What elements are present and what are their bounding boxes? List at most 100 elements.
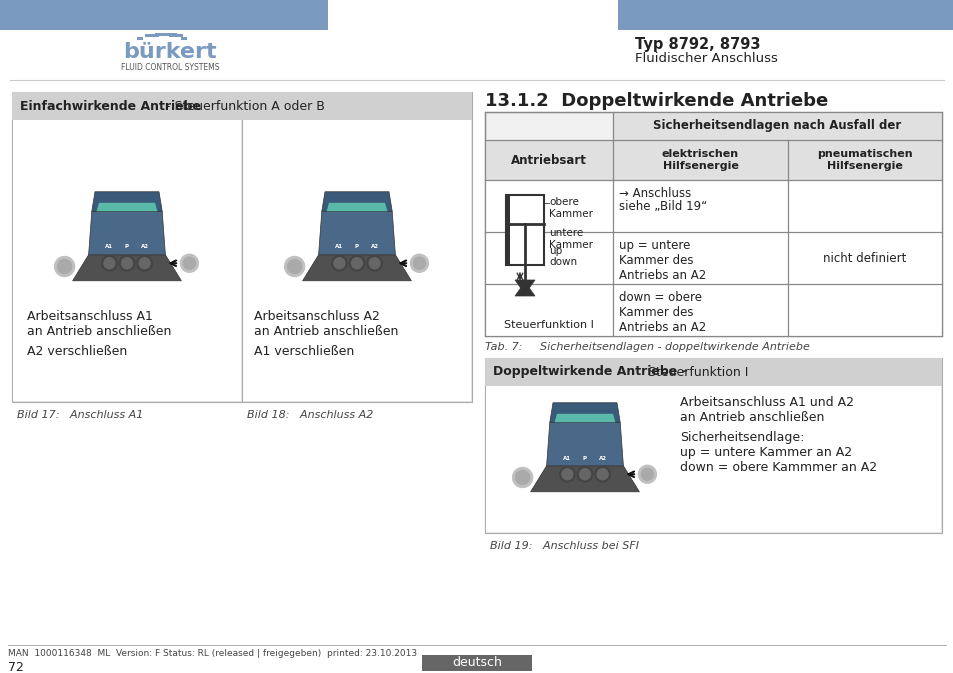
Text: nicht definiert: nicht definiert [822,252,905,264]
Bar [484,140,941,180]
Text: Sicherheitsendlage:: Sicherheitsendlage: [679,431,803,444]
Text: an Antrieb anschließen: an Antrieb anschließen [253,325,398,338]
Polygon shape [530,466,639,492]
Circle shape [410,254,428,273]
Text: A2 verschließen: A2 verschließen [27,345,127,358]
Circle shape [137,256,152,271]
Text: A2: A2 [598,456,606,460]
Bar [484,112,941,336]
Circle shape [578,469,590,480]
Bar [137,37,143,40]
Bar [145,34,159,37]
Text: - Steuerfunktion A oder B: - Steuerfunktion A oder B [161,100,324,112]
Text: down: down [548,257,577,267]
Circle shape [349,256,364,271]
Text: Doppeltwirkende Antriebe -: Doppeltwirkende Antriebe - [493,365,686,378]
Circle shape [561,469,573,480]
Circle shape [183,257,195,269]
Text: down = obere Kammmer an A2: down = obere Kammmer an A2 [679,461,876,474]
Text: Fluidischer Anschluss: Fluidischer Anschluss [635,52,777,65]
Polygon shape [321,192,392,211]
Text: A1: A1 [105,244,113,250]
Circle shape [139,258,150,269]
Bar [421,655,532,671]
Polygon shape [515,282,535,296]
Circle shape [102,256,117,271]
Text: pneumatischen
Hilfsenergie: pneumatischen Hilfsenergie [817,149,912,171]
Bar [505,195,510,265]
Text: deutsch: deutsch [452,656,501,670]
Text: untere
Kammer: untere Kammer [548,228,593,250]
Text: P: P [582,456,586,460]
Bar [169,34,183,37]
Bar [13,120,241,401]
Text: Einfachwirkende Antriebe: Einfachwirkende Antriebe [20,100,201,112]
Circle shape [577,466,592,482]
Text: Antriebsart: Antriebsart [511,153,586,166]
Circle shape [595,466,610,482]
Bar [484,358,941,386]
Circle shape [512,468,532,487]
Circle shape [57,260,71,273]
Text: up: up [548,246,561,256]
Text: Bild 18:   Anschluss A2: Bild 18: Anschluss A2 [247,410,373,420]
Text: A2: A2 [140,244,149,250]
Text: Steuerfunktion I: Steuerfunktion I [503,320,594,330]
Text: down = obere
Kammer des
Antriebs an A2: down = obere Kammer des Antriebs an A2 [618,291,705,334]
Text: siehe „Bild 19“: siehe „Bild 19“ [618,200,706,213]
Text: → Anschluss: → Anschluss [618,187,691,200]
Circle shape [367,256,382,271]
Circle shape [104,258,114,269]
Text: 72: 72 [8,661,24,673]
Bar [243,120,471,401]
Bar [484,180,941,232]
Circle shape [334,258,345,269]
Polygon shape [554,414,615,422]
Text: A1 verschließen: A1 verschließen [253,345,354,358]
Text: A1: A1 [563,456,571,460]
Text: FLUID CONTROL SYSTEMS: FLUID CONTROL SYSTEMS [121,63,219,72]
Polygon shape [549,402,619,422]
Bar [484,284,941,336]
Bar [484,358,941,533]
Text: Bild 17:   Anschluss A1: Bild 17: Anschluss A1 [17,410,143,420]
Text: an Antrieb anschließen: an Antrieb anschließen [679,411,823,424]
Text: up = untere
Kammer des
Antriebs an A2: up = untere Kammer des Antriebs an A2 [618,239,705,282]
Polygon shape [91,192,162,211]
Text: P: P [355,244,358,250]
Circle shape [413,257,425,269]
Bar [618,0,953,30]
Text: A2: A2 [370,244,378,250]
Polygon shape [326,203,387,211]
Text: Arbeitsanschluss A2: Arbeitsanschluss A2 [253,310,379,323]
Text: bürkert: bürkert [123,42,216,62]
Polygon shape [546,422,622,466]
Polygon shape [96,203,157,211]
Polygon shape [72,255,181,281]
Text: elektrischen
Hilfsenergie: elektrischen Hilfsenergie [661,149,739,171]
Circle shape [369,258,379,269]
Bar [485,386,940,532]
Text: Arbeitsanschluss A1: Arbeitsanschluss A1 [27,310,152,323]
Text: obere
Kammer: obere Kammer [548,197,593,219]
Text: Steuerfunktion I: Steuerfunktion I [643,365,747,378]
Text: Bild 19:   Anschluss bei SFI: Bild 19: Anschluss bei SFI [490,541,639,551]
Circle shape [638,465,656,483]
Bar [505,195,543,265]
Text: Tab. 7:     Sicherheitsendlagen - doppeltwirkende Antriebe: Tab. 7: Sicherheitsendlagen - doppeltwir… [484,342,809,352]
Circle shape [119,256,134,271]
Circle shape [597,469,607,480]
Circle shape [351,258,362,269]
Text: P: P [125,244,129,250]
Text: an Antrieb anschließen: an Antrieb anschließen [27,325,172,338]
Text: A1: A1 [335,244,343,250]
Bar [12,92,472,402]
Polygon shape [515,280,535,294]
Circle shape [284,256,304,277]
Circle shape [515,470,529,485]
Bar [0,0,328,30]
Circle shape [640,468,653,481]
Bar [484,232,941,284]
Text: up = untere Kammer an A2: up = untere Kammer an A2 [679,446,851,459]
Circle shape [559,466,575,482]
